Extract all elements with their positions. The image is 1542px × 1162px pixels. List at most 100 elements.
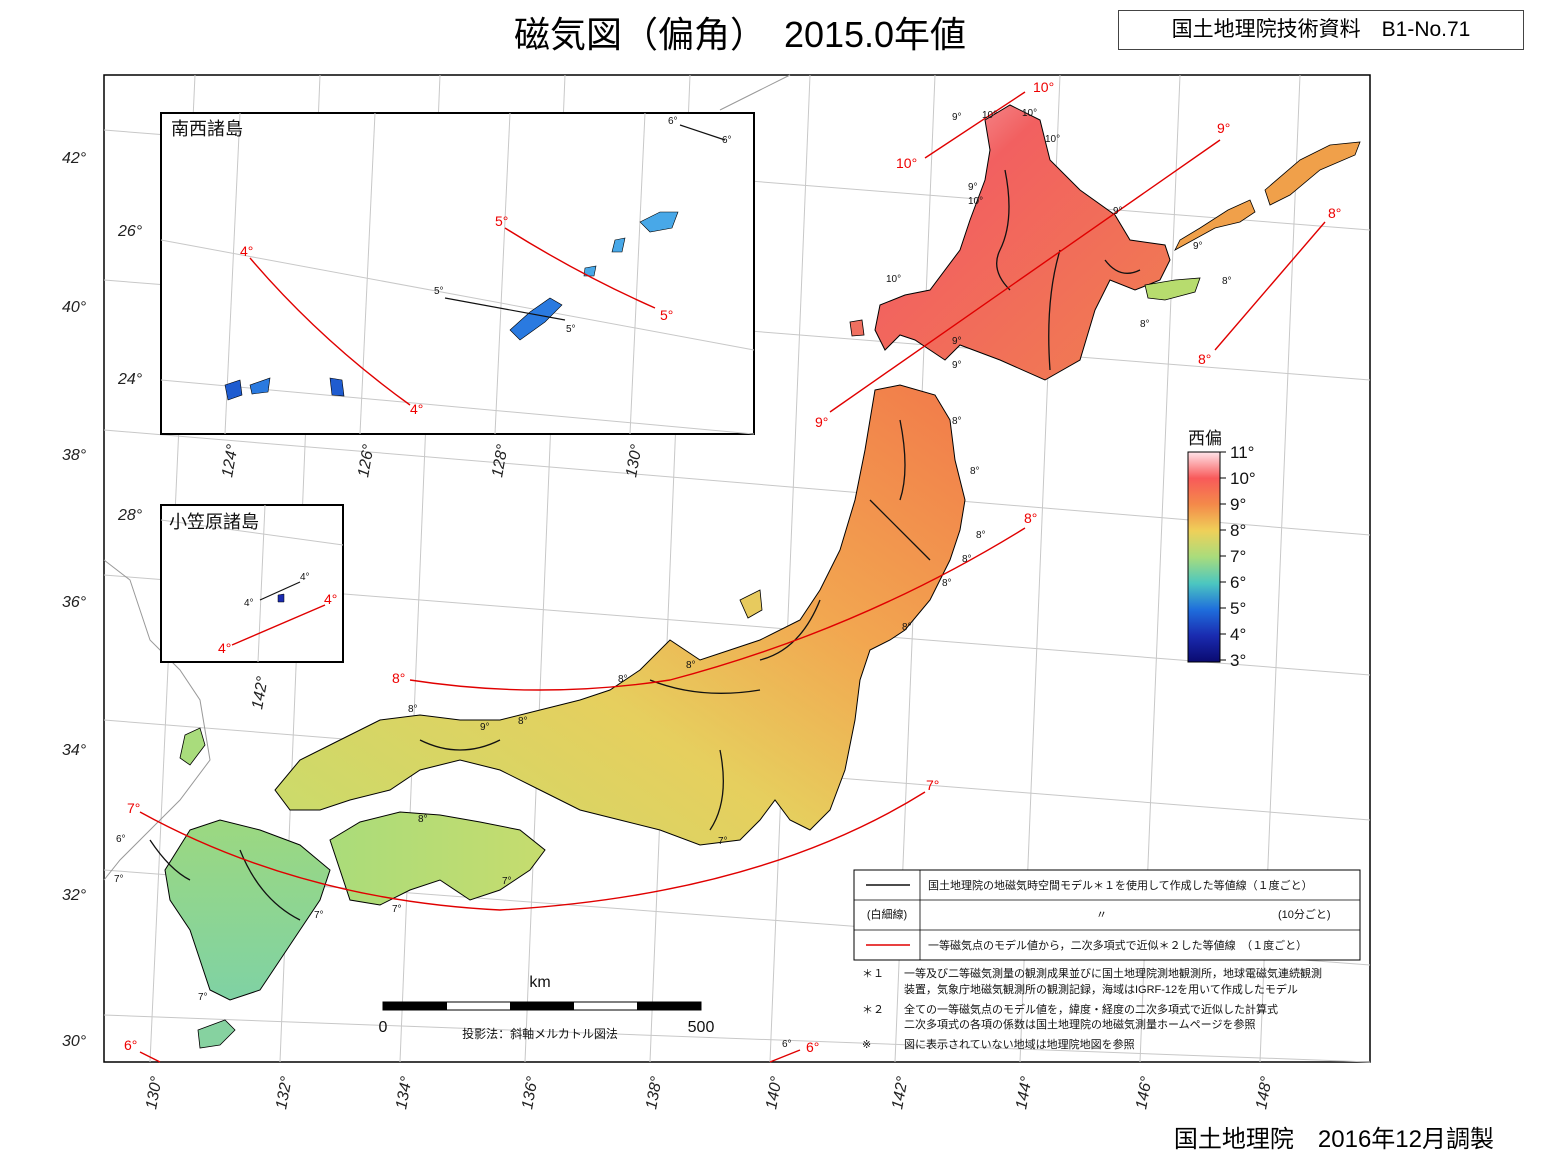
svg-text:6°: 6° [1230,573,1246,592]
svg-text:5°: 5° [566,324,576,335]
publisher-footer: 国土地理院 2016年12月調製 [1173,1126,1494,1153]
svg-text:4°: 4° [218,640,231,656]
svg-text:0: 0 [379,1019,388,1036]
svg-text:8°: 8° [1024,510,1037,526]
svg-text:130°: 130° [143,1075,166,1111]
svg-text:4°: 4° [324,591,337,607]
svg-text:(白細線): (白細線) [867,907,907,921]
svg-text:7°: 7° [314,910,324,921]
svg-text:38°: 38° [62,447,87,464]
korea-coastline [103,559,211,881]
svg-text:8°: 8° [1222,276,1232,287]
svg-text:7°: 7° [502,876,512,887]
svg-text:5°: 5° [495,213,508,229]
svg-text:8°: 8° [618,674,628,685]
svg-text:10°: 10° [1033,79,1054,95]
inset-ryukyu-black-line-5 [444,297,566,321]
inset-ogasawara-axis-labels: 28° 142° [117,507,272,711]
svg-text:7°: 7° [198,992,208,1003]
svg-text:4°: 4° [240,243,253,259]
svg-text:7°: 7° [114,874,124,885]
inset-ryukyu: 南西諸島 4° 4° 5° 5° 6° 6° 5° 5° [160,112,755,435]
svg-text:10°: 10° [1045,134,1060,145]
svg-text:34°: 34° [62,742,87,759]
colorbar-title: 西偏 [1188,429,1222,448]
svg-text:124°: 124° [219,443,242,479]
svg-text:7°: 7° [1230,547,1246,566]
shikoku-island [329,811,546,906]
svg-text:6°: 6° [668,116,678,127]
svg-text:26°: 26° [117,223,143,240]
yakushima-island [197,1019,236,1049]
svg-text:km: km [529,974,550,991]
svg-text:8°: 8° [1140,319,1150,330]
inset-ryukyu-red-line-4 [249,257,411,406]
legend: (白細線) 国土地理院の地磁気時空間モデル＊１を使用して作成した等値線（１度ごと… [853,869,1361,961]
svg-text:8°: 8° [970,466,980,477]
svg-text:8°: 8° [392,670,405,686]
svg-text:全ての一等磁気点のモデル値を，緯度・経度の二次多項式で近似し: 全ての一等磁気点のモデル値を，緯度・経度の二次多項式で近似した計算式 [904,1002,1278,1016]
svg-text:投影法：斜軸メルカトル図法: 投影法：斜軸メルカトル図法 [462,1026,618,1041]
svg-text:8°: 8° [1230,521,1246,540]
inset-ryukyu-red-line-5 [504,227,656,309]
iriomote-island [249,377,271,395]
red-isogonic-lines [139,91,1326,1063]
hokkaido-island [874,104,1171,381]
svg-text:9°: 9° [1230,495,1246,514]
svg-text:10°: 10° [982,110,997,121]
svg-text:〃: 〃 [1096,909,1107,921]
inset-ogasawara-black-line [259,581,301,601]
svg-text:6°: 6° [722,135,732,146]
document-id-box: 国土地理院技術資料 B1-No.71 [1118,10,1524,50]
svg-text:10°: 10° [968,196,983,207]
svg-text:8°: 8° [1198,351,1211,367]
svg-text:7°: 7° [926,777,939,793]
inset-ryukyu-axis-labels: 26° 24° 124° 126° 128° 130° [117,223,646,479]
svg-text:6°: 6° [124,1037,137,1053]
inset-ryukyu-title: 南西諸島 [171,119,243,139]
svg-text:500: 500 [688,1019,715,1036]
svg-text:28°: 28° [117,507,143,524]
black-isogonic-lines [149,169,1141,921]
scale-bar: km 0 500 投影法：斜軸メルカトル図法 [379,974,715,1041]
svg-text:9°: 9° [1113,206,1123,217]
svg-text:10°: 10° [1022,108,1037,119]
svg-text:8°: 8° [952,416,962,427]
svg-text:9°: 9° [952,336,962,347]
svg-text:図に表示されていない地域は地理院地図を参照: 図に表示されていない地域は地理院地図を参照 [904,1037,1135,1051]
svg-text:8°: 8° [418,814,428,825]
svg-text:9°: 9° [968,182,978,193]
svg-text:4°: 4° [244,598,254,609]
amami-island [639,211,679,233]
svg-text:128°: 128° [489,443,512,479]
svg-text:24°: 24° [117,371,143,388]
svg-text:9°: 9° [952,360,962,371]
tokunoshima-island [611,237,626,253]
svg-text:＊２: ＊２ [862,1004,884,1016]
svg-text:136°: 136° [519,1075,542,1111]
svg-text:138°: 138° [643,1075,666,1111]
svg-text:装置，気象庁地磁気観測所の観測記録，海域はIGRF-12を用: 装置，気象庁地磁気観測所の観測記録，海域はIGRF-12を用いて作成したモデル [904,982,1298,996]
inset-ogasawara-frame [160,504,344,663]
honshu-island [274,384,966,846]
ishigaki-island [224,379,243,401]
svg-text:4°: 4° [300,572,310,583]
inset-ryukyu-black-line-6 [679,124,726,141]
svg-text:9°: 9° [952,112,962,123]
chichijima-island [277,593,285,603]
tsushima-island [179,727,206,766]
svg-text:7°: 7° [127,800,140,816]
inset-ryukyu-frame [160,112,755,435]
svg-text:8°: 8° [408,704,418,715]
svg-text:10°: 10° [1230,469,1256,488]
miyako-island [329,377,345,397]
svg-text:10°: 10° [886,274,901,285]
page-title: 磁気図（偏角） 2015.0年値 [513,14,967,55]
svg-text:4°: 4° [410,401,423,417]
svg-text:6°: 6° [806,1039,819,1055]
svg-text:5°: 5° [660,307,673,323]
svg-text:4°: 4° [1230,625,1246,644]
svg-text:140°: 140° [763,1075,786,1111]
nemuro-peninsula [1144,277,1201,301]
svg-text:8°: 8° [1328,205,1341,221]
